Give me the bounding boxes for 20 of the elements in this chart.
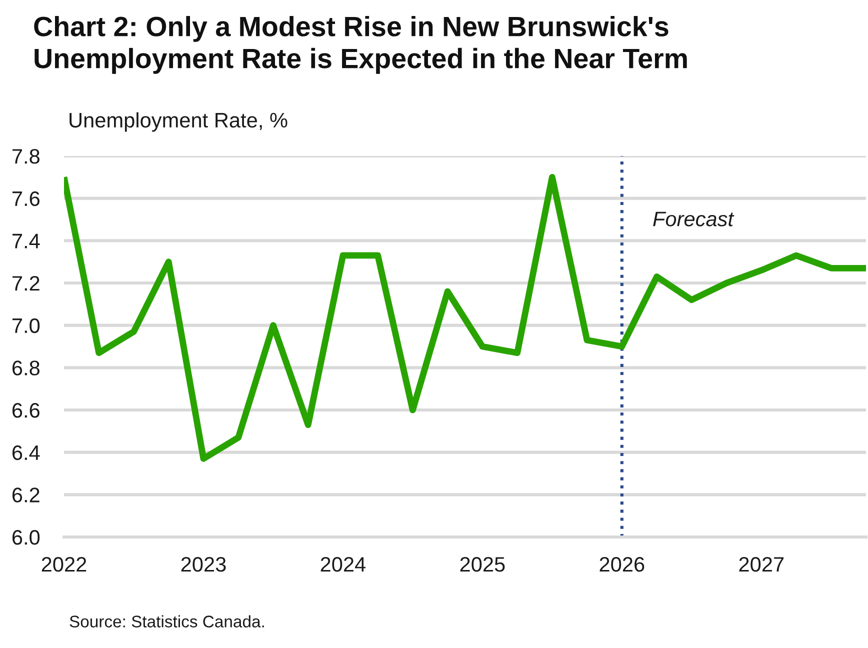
- y-tick-label: 7.4: [12, 234, 40, 248]
- x-tick-label: 2023: [181, 556, 226, 572]
- y-tick-label: 6.4: [12, 445, 40, 460]
- y-tick-label: 7.0: [12, 318, 40, 334]
- y-axis-title: Unemployment Rate, %: [70, 112, 288, 132]
- x-tick-label: 2027: [739, 556, 784, 572]
- chart-title: Chart 2: Only a Modest Rise in New Brunswick's Unemployment Rate is Expected in the Near Term: [34, 16, 687, 74]
- y-tick-label: 7.2: [12, 276, 40, 291]
- y-tick-label: 6.0: [12, 530, 40, 545]
- y-tick-label: 7.6: [12, 191, 40, 206]
- y-tick-label: 7.8: [12, 149, 40, 164]
- x-tick-label: 2026: [600, 556, 644, 572]
- x-tick-label: 2024: [320, 556, 366, 572]
- y-tick-label: 6.8: [12, 360, 40, 376]
- source-note: Source: Statistics Canada.: [70, 615, 264, 628]
- x-tick-label: 2025: [460, 556, 505, 572]
- ref-line-label: Forecast: [653, 212, 734, 226]
- y-tick-label: 6.6: [12, 403, 40, 418]
- x-tick-label: 2022: [42, 556, 86, 572]
- y-tick-label: 6.2: [12, 488, 40, 502]
